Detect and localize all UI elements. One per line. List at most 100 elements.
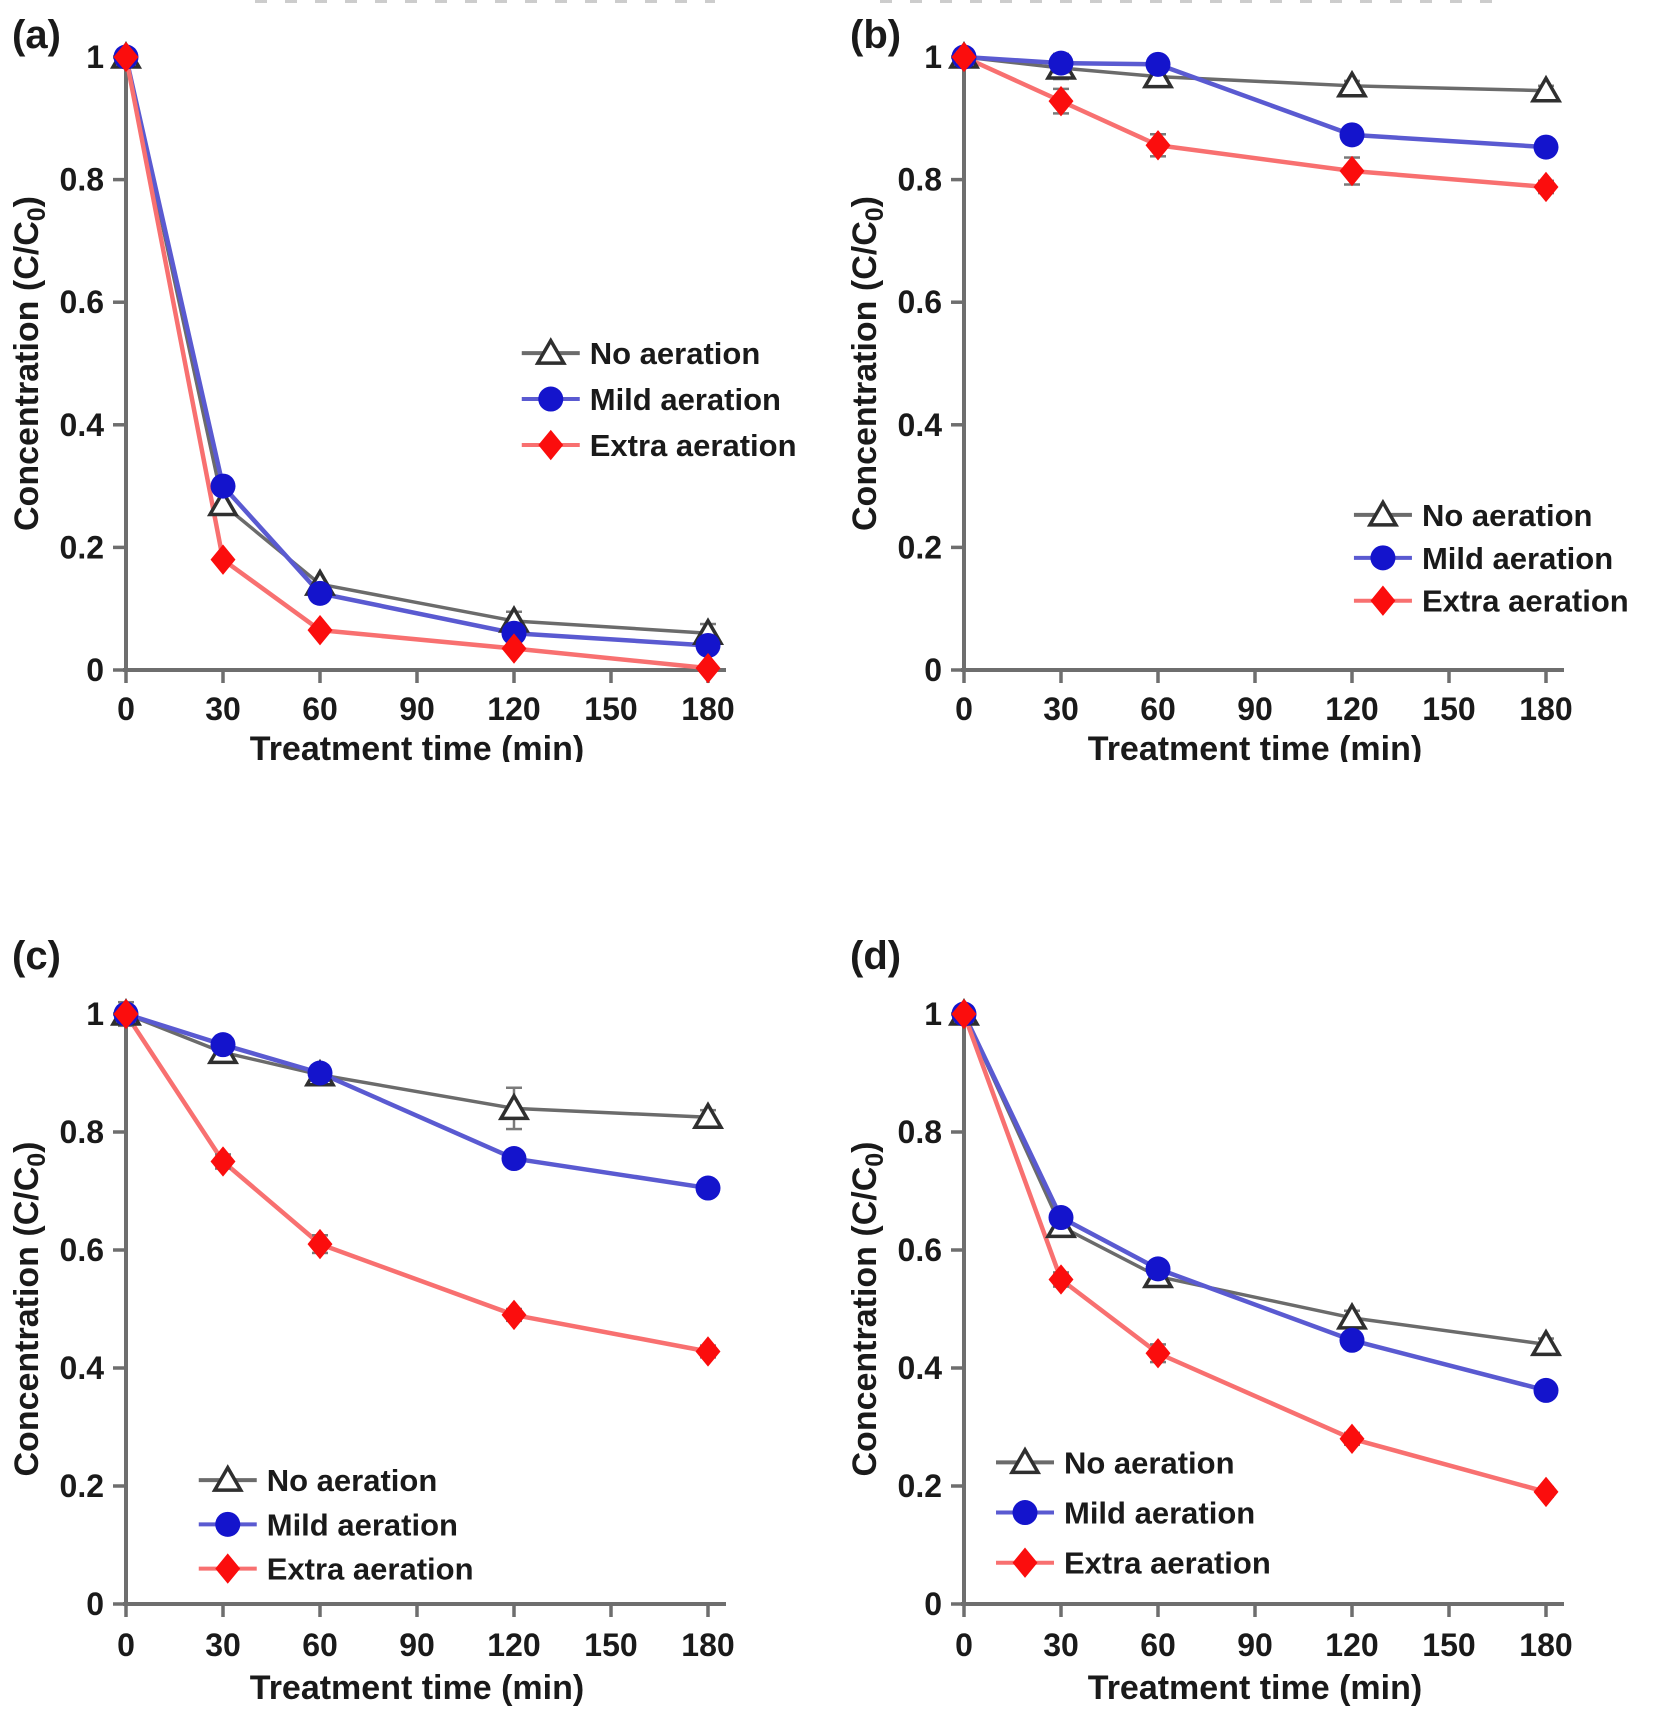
marker-no_aeration: [497, 1092, 531, 1121]
marker-extra_aeration: [307, 614, 333, 646]
y-tick-label: 0.6: [898, 1232, 942, 1268]
legend-marker-mild_aeration: [1370, 545, 1396, 571]
y-tick-label: 0.2: [60, 529, 104, 565]
marker-extra_aeration: [695, 652, 721, 684]
marker-no_aeration: [1529, 74, 1563, 103]
legend-marker-mild_aeration: [215, 1511, 241, 1537]
y-tick-label: 1: [86, 39, 104, 75]
legend-label-mild_aeration: Mild aeration: [590, 382, 781, 417]
x-tick-label: 120: [487, 1627, 540, 1663]
x-tick-label: 150: [1422, 691, 1475, 727]
legend-marker-no_aeration: [1008, 1446, 1042, 1475]
y-tick-label: 0.4: [898, 1350, 943, 1386]
y-tick-label: 0.8: [60, 162, 104, 198]
series-line-extra_aeration: [123, 1011, 711, 1354]
y-tick-label: 0.2: [898, 1468, 942, 1504]
y-tick-label: 0.4: [898, 407, 943, 443]
x-tick-label: 180: [1519, 1627, 1572, 1663]
marker-mild_aeration: [501, 620, 527, 646]
x-tick-label: 90: [1237, 1627, 1273, 1663]
marker-extra_aeration: [210, 544, 236, 575]
marker-mild_aeration: [210, 1032, 236, 1058]
panel-label-d: (d): [850, 934, 901, 978]
marker-extra_aeration: [1145, 1338, 1171, 1369]
legend-marker-extra_aeration: [215, 1553, 241, 1584]
legend-marker-extra_aeration: [538, 429, 564, 461]
x-tick-label: 60: [302, 1627, 338, 1663]
panel-a: (a) 0 0.2 0.4 0.6 0.8 1 0 30 60 90 120 150 180 Treatme…: [8, 2, 808, 762]
legend-label-mild_aeration: Mild aeration: [267, 1507, 458, 1542]
y-tick-label: 1: [86, 996, 104, 1032]
legend-label-extra_aeration: Extra aeration: [267, 1552, 474, 1587]
x-axis-title: Treatment time (min): [250, 730, 584, 762]
marker-mild_aeration: [695, 1175, 721, 1201]
marker-mild_aeration: [1339, 122, 1365, 148]
legend-label-extra_aeration: Extra aeration: [1422, 584, 1629, 619]
marker-extra_aeration: [1048, 1264, 1074, 1295]
x-tick-label: 30: [1043, 1627, 1079, 1663]
x-tick-label: 150: [1422, 1627, 1475, 1663]
marker-extra_aeration: [113, 41, 139, 73]
marker-mild_aeration: [1339, 1327, 1365, 1353]
legend-marker-mild_aeration: [538, 386, 564, 412]
marker-extra_aeration: [1339, 155, 1365, 187]
panel-b: (b) 0 0.2 0.4 0.6 0.8 1 0 30 60 90 120 150 180 Treatme…: [846, 2, 1646, 762]
panel-label-a: (a): [12, 13, 61, 57]
panel-d: (d) 0 0.2 0.4 0.6 0.8 1 0 30 60 90 120 150 180 Treatme…: [846, 874, 1646, 1732]
x-tick-label: 180: [681, 1627, 734, 1663]
x-tick-label: 90: [399, 691, 435, 727]
legend-label-mild_aeration: Mild aeration: [1064, 1496, 1255, 1531]
x-tick-label: 60: [1140, 691, 1176, 727]
legend-label-no_aeration: No aeration: [590, 336, 761, 371]
x-tick-label: 0: [117, 691, 135, 727]
marker-extra_aeration: [1048, 85, 1074, 117]
marker-mild_aeration: [1048, 1205, 1074, 1231]
y-tick-label: 0: [924, 1586, 942, 1622]
x-tick-label: 180: [681, 691, 734, 727]
legend-label-mild_aeration: Mild aeration: [1422, 541, 1613, 576]
x-tick-label: 30: [1043, 691, 1079, 727]
legend-label-extra_aeration: Extra aeration: [590, 428, 797, 463]
marker-mild_aeration: [307, 1060, 333, 1086]
x-tick-label: 60: [1140, 1627, 1176, 1663]
marker-extra_aeration: [1533, 1476, 1559, 1508]
x-tick-label: 120: [1325, 691, 1378, 727]
y-axis-title: Concentration (C/C0): [846, 196, 889, 531]
x-tick-label: 30: [205, 1627, 241, 1663]
y-axis-title: Concentration (C/C0): [8, 1141, 51, 1476]
x-tick-label: 120: [1325, 1627, 1378, 1663]
x-tick-label: 150: [584, 1627, 637, 1663]
x-tick-label: 180: [1519, 691, 1572, 727]
legend-marker-no_aeration: [211, 1464, 244, 1492]
x-tick-label: 0: [117, 1627, 135, 1663]
legend-label-no_aeration: No aeration: [267, 1463, 438, 1498]
marker-extra_aeration: [307, 1228, 333, 1260]
legend-label-no_aeration: No aeration: [1422, 498, 1593, 533]
marker-mild_aeration: [695, 632, 721, 658]
marker-mild_aeration: [501, 1146, 527, 1172]
cropped-text-artifact: [255, 0, 715, 3]
y-tick-label: 0: [86, 1586, 104, 1622]
marker-extra_aeration: [501, 1299, 527, 1331]
legend-marker-extra_aeration: [1370, 585, 1396, 616]
x-tick-label: 90: [1237, 691, 1273, 727]
series-line-no_aeration: [962, 1012, 1548, 1347]
x-tick-label: 60: [302, 691, 338, 727]
series-line-no_aeration: [124, 1012, 710, 1119]
marker-extra_aeration: [951, 41, 977, 73]
y-tick-label: 1: [924, 39, 942, 75]
panel-label-b: (b): [850, 13, 901, 57]
legend-marker-mild_aeration: [1012, 1500, 1038, 1526]
marker-mild_aeration: [307, 580, 333, 606]
legend-marker-no_aeration: [534, 337, 567, 365]
chart-b: (b) 0 0.2 0.4 0.6 0.8 1 0 30 60 90 120 150 180 Treatme…: [846, 13, 1629, 762]
panel-label-c: (c): [12, 934, 61, 978]
y-tick-label: 0.6: [60, 284, 104, 320]
marker-extra_aeration: [695, 1336, 721, 1367]
marker-extra_aeration: [501, 633, 527, 664]
legend-label-no_aeration: No aeration: [1064, 1445, 1235, 1480]
series-line-extra_aeration: [961, 1011, 1549, 1495]
y-tick-label: 0.2: [60, 1468, 104, 1504]
marker-no_aeration: [1529, 1328, 1563, 1357]
marker-extra_aeration: [113, 998, 139, 1030]
